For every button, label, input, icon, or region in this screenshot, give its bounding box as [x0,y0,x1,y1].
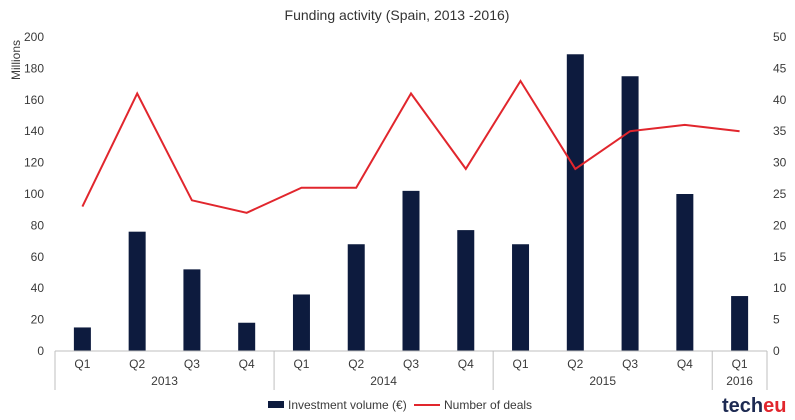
x-tick-label: Q1 [513,357,529,371]
x-tick-label: Q3 [403,357,419,371]
y2-tick-label: 35 [773,124,787,138]
legend-label: Number of deals [444,398,532,412]
y-tick-label: 80 [31,218,45,232]
y-tick-label: 20 [31,313,45,327]
logo-part-1: tech [722,395,763,417]
legend-label: Investment volume (€) [288,398,407,412]
y-tick-label: 200 [24,30,44,44]
legend-swatch-bar [268,401,284,408]
y2-tick-label: 40 [773,93,787,107]
y-tick-label: 140 [24,124,44,138]
y-tick-label: 100 [24,187,44,201]
y-tick-label: 120 [24,156,44,170]
x-tick-label: Q2 [348,357,364,371]
investment-bar [457,230,475,351]
right-axis-ticks: 0 5 10 15 20 25 30 35 40 45 50 [773,30,787,358]
x-tick-label: Q1 [293,357,309,371]
deals-line [81,79,740,214]
x-tick-label: Q1 [74,357,90,371]
x-group-label: 2014 [370,374,397,388]
investment-bar [183,269,201,351]
y2-tick-label: 50 [773,30,787,44]
investment-bar [402,190,420,351]
investment-bar [73,327,91,351]
line-series [81,79,740,214]
x-tick-label: Q1 [732,357,748,371]
x-tick-label: Q4 [458,357,474,371]
investment-bar [128,231,146,351]
logo-text: techeu [722,395,786,417]
x-group-label: 2013 [151,374,178,388]
x-group-label: 2015 [589,374,616,388]
y-tick-label: 60 [31,250,45,264]
y-tick-label: 40 [31,281,45,295]
y2-tick-label: 0 [773,344,780,358]
chart-title: Funding activity (Spain, 2013 -2016) [285,7,510,23]
y-tick-label: 0 [37,344,44,358]
x-tick-label: Q4 [239,357,255,371]
y-tick-label: 180 [24,61,44,75]
x-tick-label: Q2 [129,357,145,371]
legend: Investment volume (€) Number of deals [268,398,532,412]
y2-tick-label: 25 [773,187,787,201]
y2-tick-label: 45 [773,61,787,75]
bar-series [73,54,749,352]
x-tick-label: Q4 [677,357,693,371]
left-axis-ticks: 0 20 40 60 80 100 120 140 160 180 200 [24,30,44,358]
investment-bar [566,54,584,352]
techeu-logo: techeu [722,395,786,417]
x-axis: Q1 Q2 Q3 Q4 Q1 Q2 Q3 Q4 Q1 Q2 Q3 Q4 Q1 2013 2014 2015 20… [54,350,768,390]
x-tick-label: Q3 [622,357,638,371]
y-tick-label: 160 [24,93,44,107]
y-axis-label: Millions [9,40,23,80]
y2-tick-label: 10 [773,281,787,295]
investment-bar [292,294,310,351]
investment-bar [512,244,530,351]
y2-tick-label: 30 [773,156,787,170]
investment-bar [347,244,365,351]
investment-bar [621,76,639,351]
investment-bar [731,296,749,351]
x-tick-label: Q2 [567,357,583,371]
y2-tick-label: 20 [773,218,787,232]
investment-bar [238,322,256,351]
x-tick-label: Q3 [184,357,200,371]
y2-tick-label: 15 [773,250,787,264]
logo-part-2: eu [763,395,786,417]
investment-bar [676,194,694,351]
y2-tick-label: 5 [773,313,780,327]
x-group-label: 2016 [726,374,753,388]
